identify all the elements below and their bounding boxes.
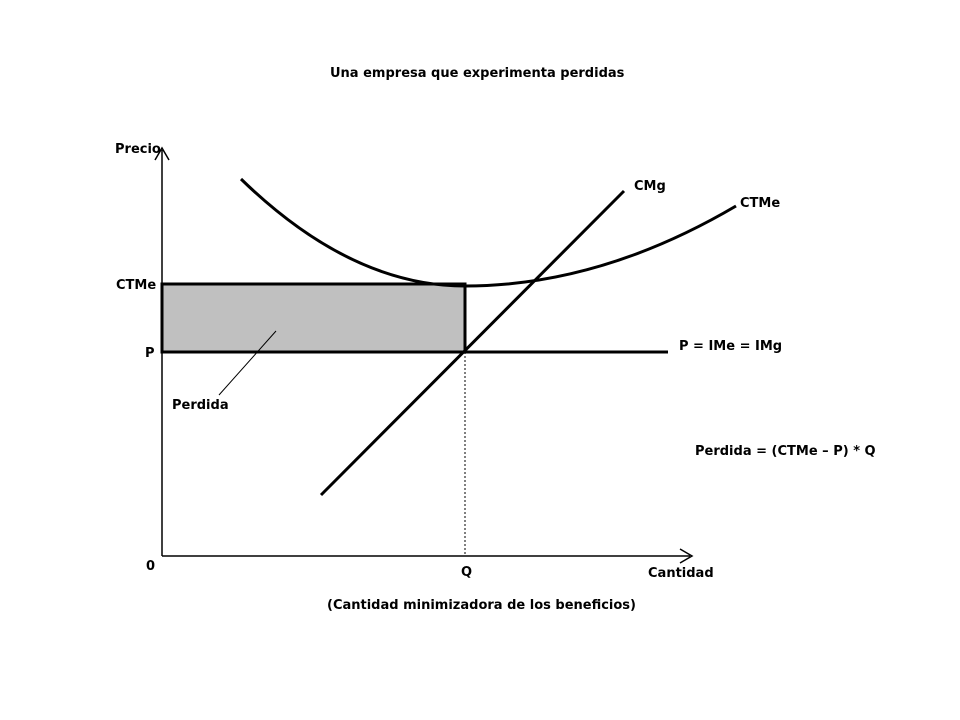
- cmg-curve: [319, 189, 626, 497]
- ctme-tick-label: CTMe: [116, 278, 157, 293]
- cmg-label: CMg: [634, 179, 666, 194]
- ctme-curve-label: CTMe: [740, 196, 781, 211]
- loss-pointer: [218, 330, 277, 396]
- ctme-curve: [239, 177, 737, 288]
- x-axis-subtitle: (Cantidad minimizadora de los beneficios…: [327, 598, 636, 613]
- chart-title: Una empresa que experimenta perdidas: [330, 66, 625, 81]
- origin-label: 0: [146, 559, 156, 574]
- x-axis-label: Cantidad: [648, 566, 714, 581]
- loss-area-label: Perdida: [172, 398, 229, 413]
- demand-label: P = IMe = IMg: [679, 339, 783, 354]
- y-axis-arrow: [154, 146, 170, 161]
- p-tick-label: P: [145, 346, 155, 361]
- y-axis-label: Precio: [115, 142, 161, 157]
- q-tick-label: Q: [461, 565, 473, 580]
- loss-formula: Perdida = (CTMe – P) * Q: [695, 444, 876, 459]
- loss-area: [160, 282, 467, 354]
- x-axis-arrow: [679, 548, 694, 564]
